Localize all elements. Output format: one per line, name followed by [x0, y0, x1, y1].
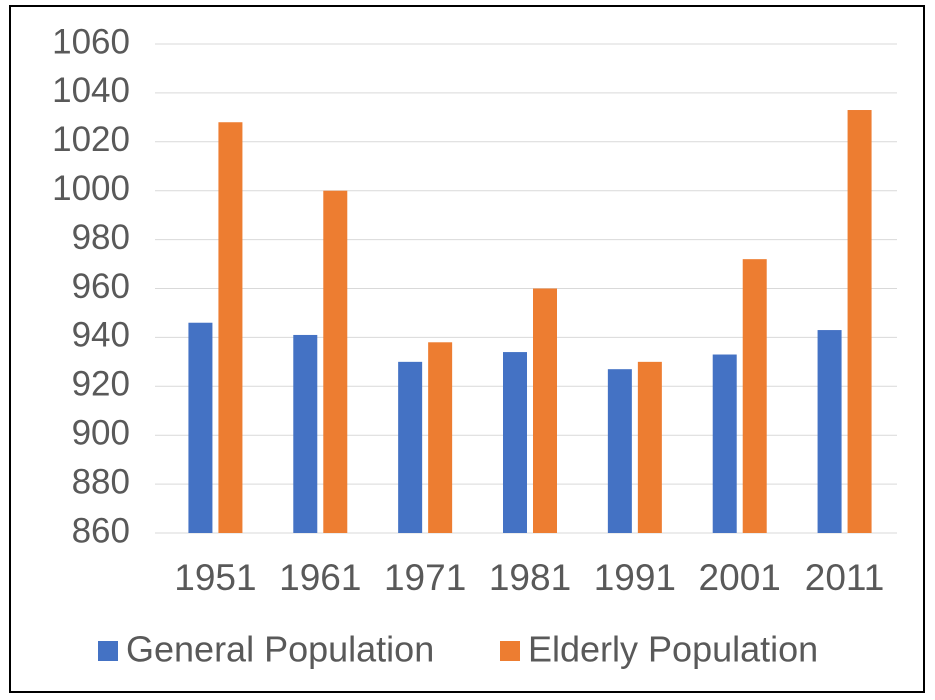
- legend-swatch: [98, 641, 118, 661]
- legend-label: Elderly Population: [528, 629, 818, 670]
- bar: [218, 122, 243, 534]
- x-tick-label: 2011: [805, 557, 885, 598]
- bar: [712, 354, 737, 533]
- y-tick-label: 1040: [52, 71, 130, 110]
- y-tick-label: 980: [72, 218, 130, 257]
- y-tick-label: 920: [72, 365, 130, 404]
- y-tick-label: 1020: [52, 120, 130, 159]
- bar: [428, 342, 453, 533]
- bar: [293, 334, 318, 533]
- bar: [637, 361, 662, 533]
- legend-label: General Population: [126, 629, 434, 670]
- legend-swatch: [500, 641, 520, 661]
- bar: [503, 352, 527, 533]
- x-tick-label: 1991: [594, 557, 676, 598]
- x-tick-label: 1961: [279, 557, 361, 598]
- x-tick-label: 1971: [384, 557, 466, 598]
- chart-border: [9, 5, 925, 693]
- y-tick-label: 880: [72, 462, 130, 501]
- x-tick-label: 1981: [489, 557, 571, 598]
- bar: [847, 110, 872, 533]
- y-tick-label: 960: [72, 267, 130, 306]
- bar: [533, 288, 557, 533]
- y-tick-label: 860: [72, 511, 130, 550]
- x-tick-label: 1951: [174, 557, 256, 598]
- y-tick-label: 900: [72, 413, 130, 452]
- y-tick-label: 1000: [52, 169, 130, 208]
- y-tick-label: 1060: [52, 22, 130, 61]
- y-tick-label: 940: [72, 316, 130, 355]
- x-tick-label: 2001: [699, 557, 781, 598]
- bar: [323, 190, 348, 533]
- bar: [188, 322, 213, 533]
- bar: [607, 369, 632, 533]
- bar: [398, 361, 423, 533]
- bar: [817, 330, 842, 533]
- bar: [742, 259, 767, 533]
